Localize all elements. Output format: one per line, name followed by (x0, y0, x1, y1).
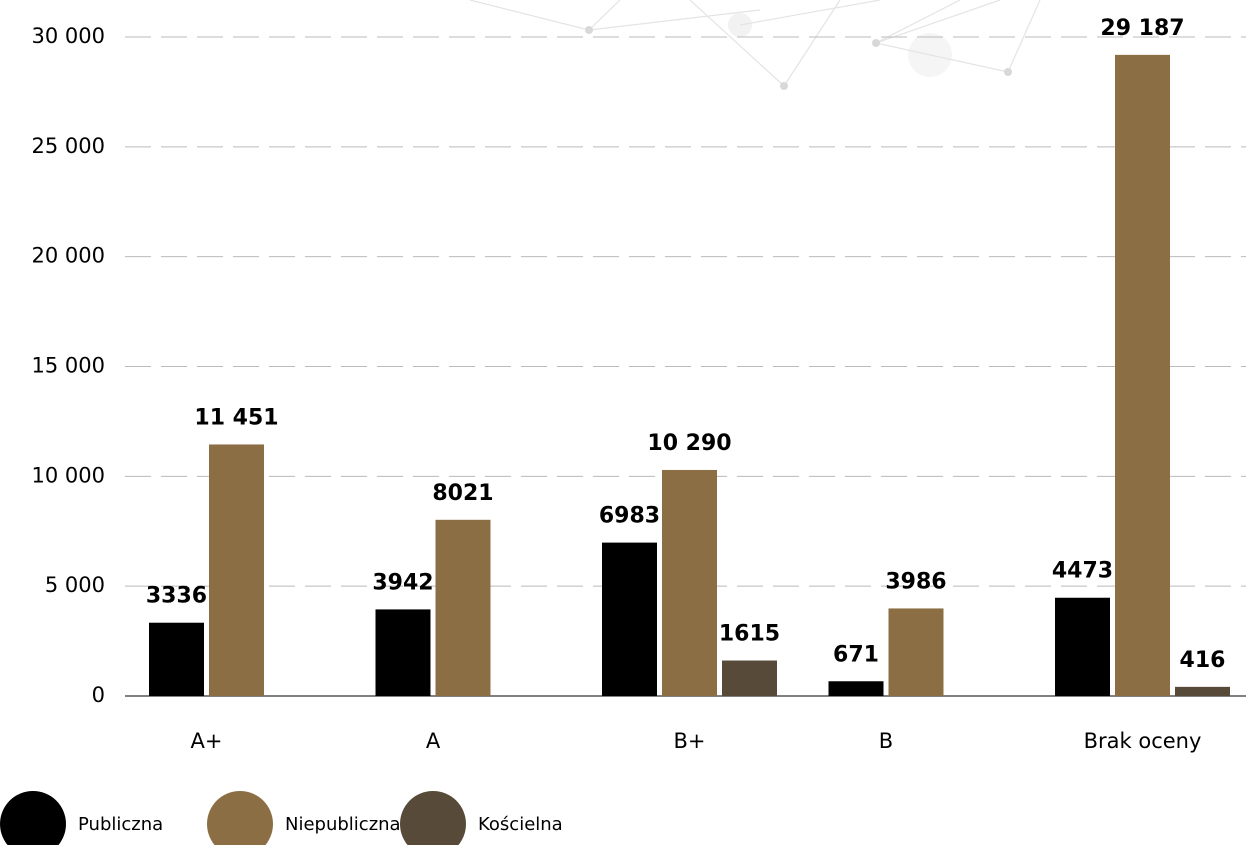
bar (1175, 686, 1230, 696)
value-label: 11 451 (194, 405, 278, 430)
value-label: 671 (833, 642, 879, 667)
y-tick-label: 5 000 (45, 573, 105, 597)
legend-swatch (207, 791, 273, 845)
value-label: 29 187 (1100, 16, 1184, 41)
legend-label: Publiczna (78, 814, 163, 835)
y-tick-label: 0 (92, 683, 105, 707)
bar (435, 519, 491, 696)
value-label: 3986 (885, 569, 946, 594)
bar (662, 469, 717, 696)
value-label: 3942 (372, 570, 433, 595)
y-tick-label: 10 000 (32, 463, 105, 487)
value-label: 6983 (599, 504, 660, 529)
value-label: 10 290 (647, 431, 731, 456)
x-tick-label: Brak oceny (1084, 729, 1202, 753)
x-tick-label: A+ (191, 729, 223, 753)
value-label: 3336 (146, 584, 207, 609)
bar (209, 444, 264, 696)
bar (375, 609, 431, 696)
x-tick-label: B+ (673, 729, 705, 753)
y-tick-label: 20 000 (32, 244, 105, 268)
value-label: 416 (1180, 648, 1226, 673)
value-label: 1615 (719, 622, 780, 647)
bar (722, 660, 777, 696)
legend-swatch (400, 791, 466, 845)
x-tick-label: A (426, 729, 441, 753)
legend-swatch (0, 791, 66, 845)
bar (602, 542, 657, 696)
y-tick-label: 15 000 (32, 354, 105, 378)
value-label: 4473 (1052, 559, 1113, 584)
bar (1055, 597, 1110, 696)
y-tick-label: 25 000 (32, 134, 105, 158)
value-label: 8021 (432, 481, 493, 506)
bar (1115, 54, 1170, 697)
bar (149, 622, 204, 696)
bar (828, 681, 884, 696)
legend-label: Kościelna (478, 814, 563, 835)
bar (888, 608, 944, 696)
x-tick-label: B (879, 729, 893, 753)
background-decoration (469, 0, 1041, 90)
y-tick-label: 30 000 (32, 24, 105, 48)
legend-label: Niepubliczna (285, 814, 401, 835)
